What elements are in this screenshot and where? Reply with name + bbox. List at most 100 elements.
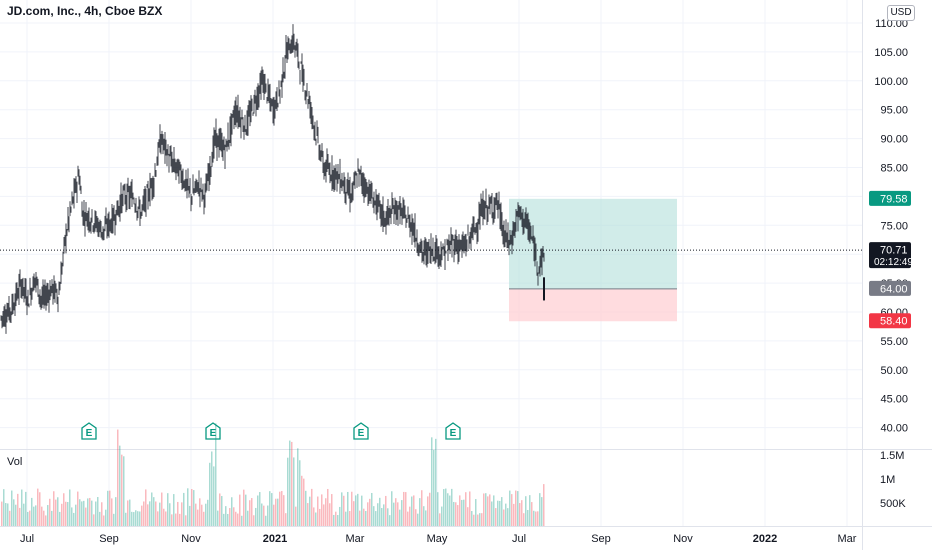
- volume-bar: [197, 509, 199, 526]
- volume-bar: [43, 510, 45, 526]
- volume-bar: [371, 492, 373, 526]
- volume-bar: [15, 504, 17, 526]
- volume-bar: [319, 508, 321, 526]
- volume-bar: [447, 493, 449, 526]
- volume-bar: [293, 457, 295, 526]
- entry-price-tag-bg[interactable]: [869, 280, 911, 296]
- volume-bar: [61, 503, 63, 526]
- volume-bar: [517, 491, 519, 526]
- volume-bar: [139, 511, 141, 526]
- volume-bar: [253, 515, 255, 526]
- time-tick-label: Jul: [512, 533, 526, 545]
- volume-bar: [363, 508, 365, 526]
- volume-bar: [425, 510, 427, 526]
- volume-bar: [399, 509, 401, 526]
- volume-bar: [483, 493, 485, 526]
- volume-bar: [141, 505, 143, 526]
- volume-bar: [451, 488, 453, 526]
- current-price-tag-bg[interactable]: [869, 242, 911, 269]
- volume-bar: [291, 441, 293, 526]
- volume-bar: [117, 429, 119, 526]
- volume-bar: [275, 498, 277, 526]
- target-price-tag-bg[interactable]: [869, 190, 911, 206]
- volume-bar: [267, 505, 269, 526]
- volume-bar: [403, 491, 405, 526]
- loss-zone[interactable]: [509, 288, 677, 322]
- volume-bar: [165, 511, 167, 526]
- volume-bar: [343, 495, 345, 526]
- volume-bar: [389, 515, 391, 526]
- volume-bar: [235, 511, 237, 526]
- volume-bar: [467, 507, 469, 526]
- volume-bar: [435, 438, 437, 526]
- volume-bar: [127, 500, 129, 526]
- volume-bar: [413, 495, 415, 526]
- volume-bar: [83, 500, 85, 526]
- volume-bar: [111, 498, 113, 526]
- volume-bar: [415, 509, 417, 526]
- volume-bar: [137, 511, 139, 526]
- volume-bar: [445, 488, 447, 526]
- volume-bar: [327, 488, 329, 526]
- earnings-icon[interactable]: [445, 422, 461, 440]
- volume-bar: [269, 491, 271, 526]
- volume-bar: [539, 493, 541, 526]
- current-price-tag: 70.71: [880, 245, 908, 257]
- volume-bar: [243, 489, 245, 526]
- volume-bar: [347, 491, 349, 526]
- volume-bar: [353, 501, 355, 526]
- volume-bar: [473, 514, 475, 526]
- volume-bar: [175, 513, 177, 526]
- currency-badge[interactable]: USD: [887, 5, 915, 21]
- volume-bar: [263, 505, 265, 526]
- volume-bar: [119, 445, 121, 526]
- volume-bar: [11, 490, 13, 526]
- price-tick-label: 110.00: [875, 18, 908, 30]
- volume-bar: [9, 510, 11, 526]
- volume-bar: [203, 511, 205, 526]
- stop-price-tag-bg[interactable]: [869, 313, 911, 329]
- volume-bar: [75, 504, 77, 526]
- earnings-icon[interactable]: [205, 422, 221, 440]
- volume-bar: [283, 495, 285, 526]
- volume-bar: [385, 495, 387, 526]
- volume-bar: [27, 511, 29, 526]
- volume-bars: [1, 423, 545, 526]
- volume-bar: [387, 508, 389, 526]
- time-tick-label: May: [427, 533, 448, 545]
- volume-bar: [201, 504, 203, 526]
- symbol-title: JD.com, Inc., 4h, Cboe BZX: [7, 4, 163, 18]
- volume-bar: [513, 503, 515, 526]
- earnings-icon[interactable]: [353, 422, 369, 440]
- volume-bar: [493, 495, 495, 526]
- volume-bar: [65, 501, 67, 526]
- time-tick-label: Sep: [591, 533, 611, 545]
- volume-bar: [289, 440, 291, 526]
- volume-bar: [329, 503, 331, 526]
- price-tick-label: 40.00: [880, 423, 908, 435]
- price-tick-label: 75.00: [880, 220, 908, 232]
- volume-bar: [397, 502, 399, 526]
- volume-bar: [511, 494, 513, 526]
- earnings-icon[interactable]: [81, 422, 97, 440]
- volume-bar: [225, 506, 227, 526]
- volume-bar: [77, 491, 79, 526]
- volume-bar: [297, 448, 299, 526]
- volume-bar: [271, 493, 273, 526]
- volume-bar: [3, 489, 5, 526]
- volume-bar: [417, 513, 419, 526]
- volume-bar: [237, 513, 239, 526]
- volume-bar: [259, 492, 261, 526]
- volume-bar: [469, 491, 471, 526]
- volume-bar: [437, 492, 439, 526]
- volume-bar: [121, 454, 123, 526]
- volume-bar: [233, 507, 235, 526]
- volume-bar: [529, 495, 531, 526]
- volume-bar: [301, 475, 303, 526]
- volume-bar: [47, 505, 49, 526]
- volume-bar: [379, 497, 381, 526]
- earnings-marker-label: E: [358, 428, 365, 439]
- volume-bar: [123, 456, 125, 526]
